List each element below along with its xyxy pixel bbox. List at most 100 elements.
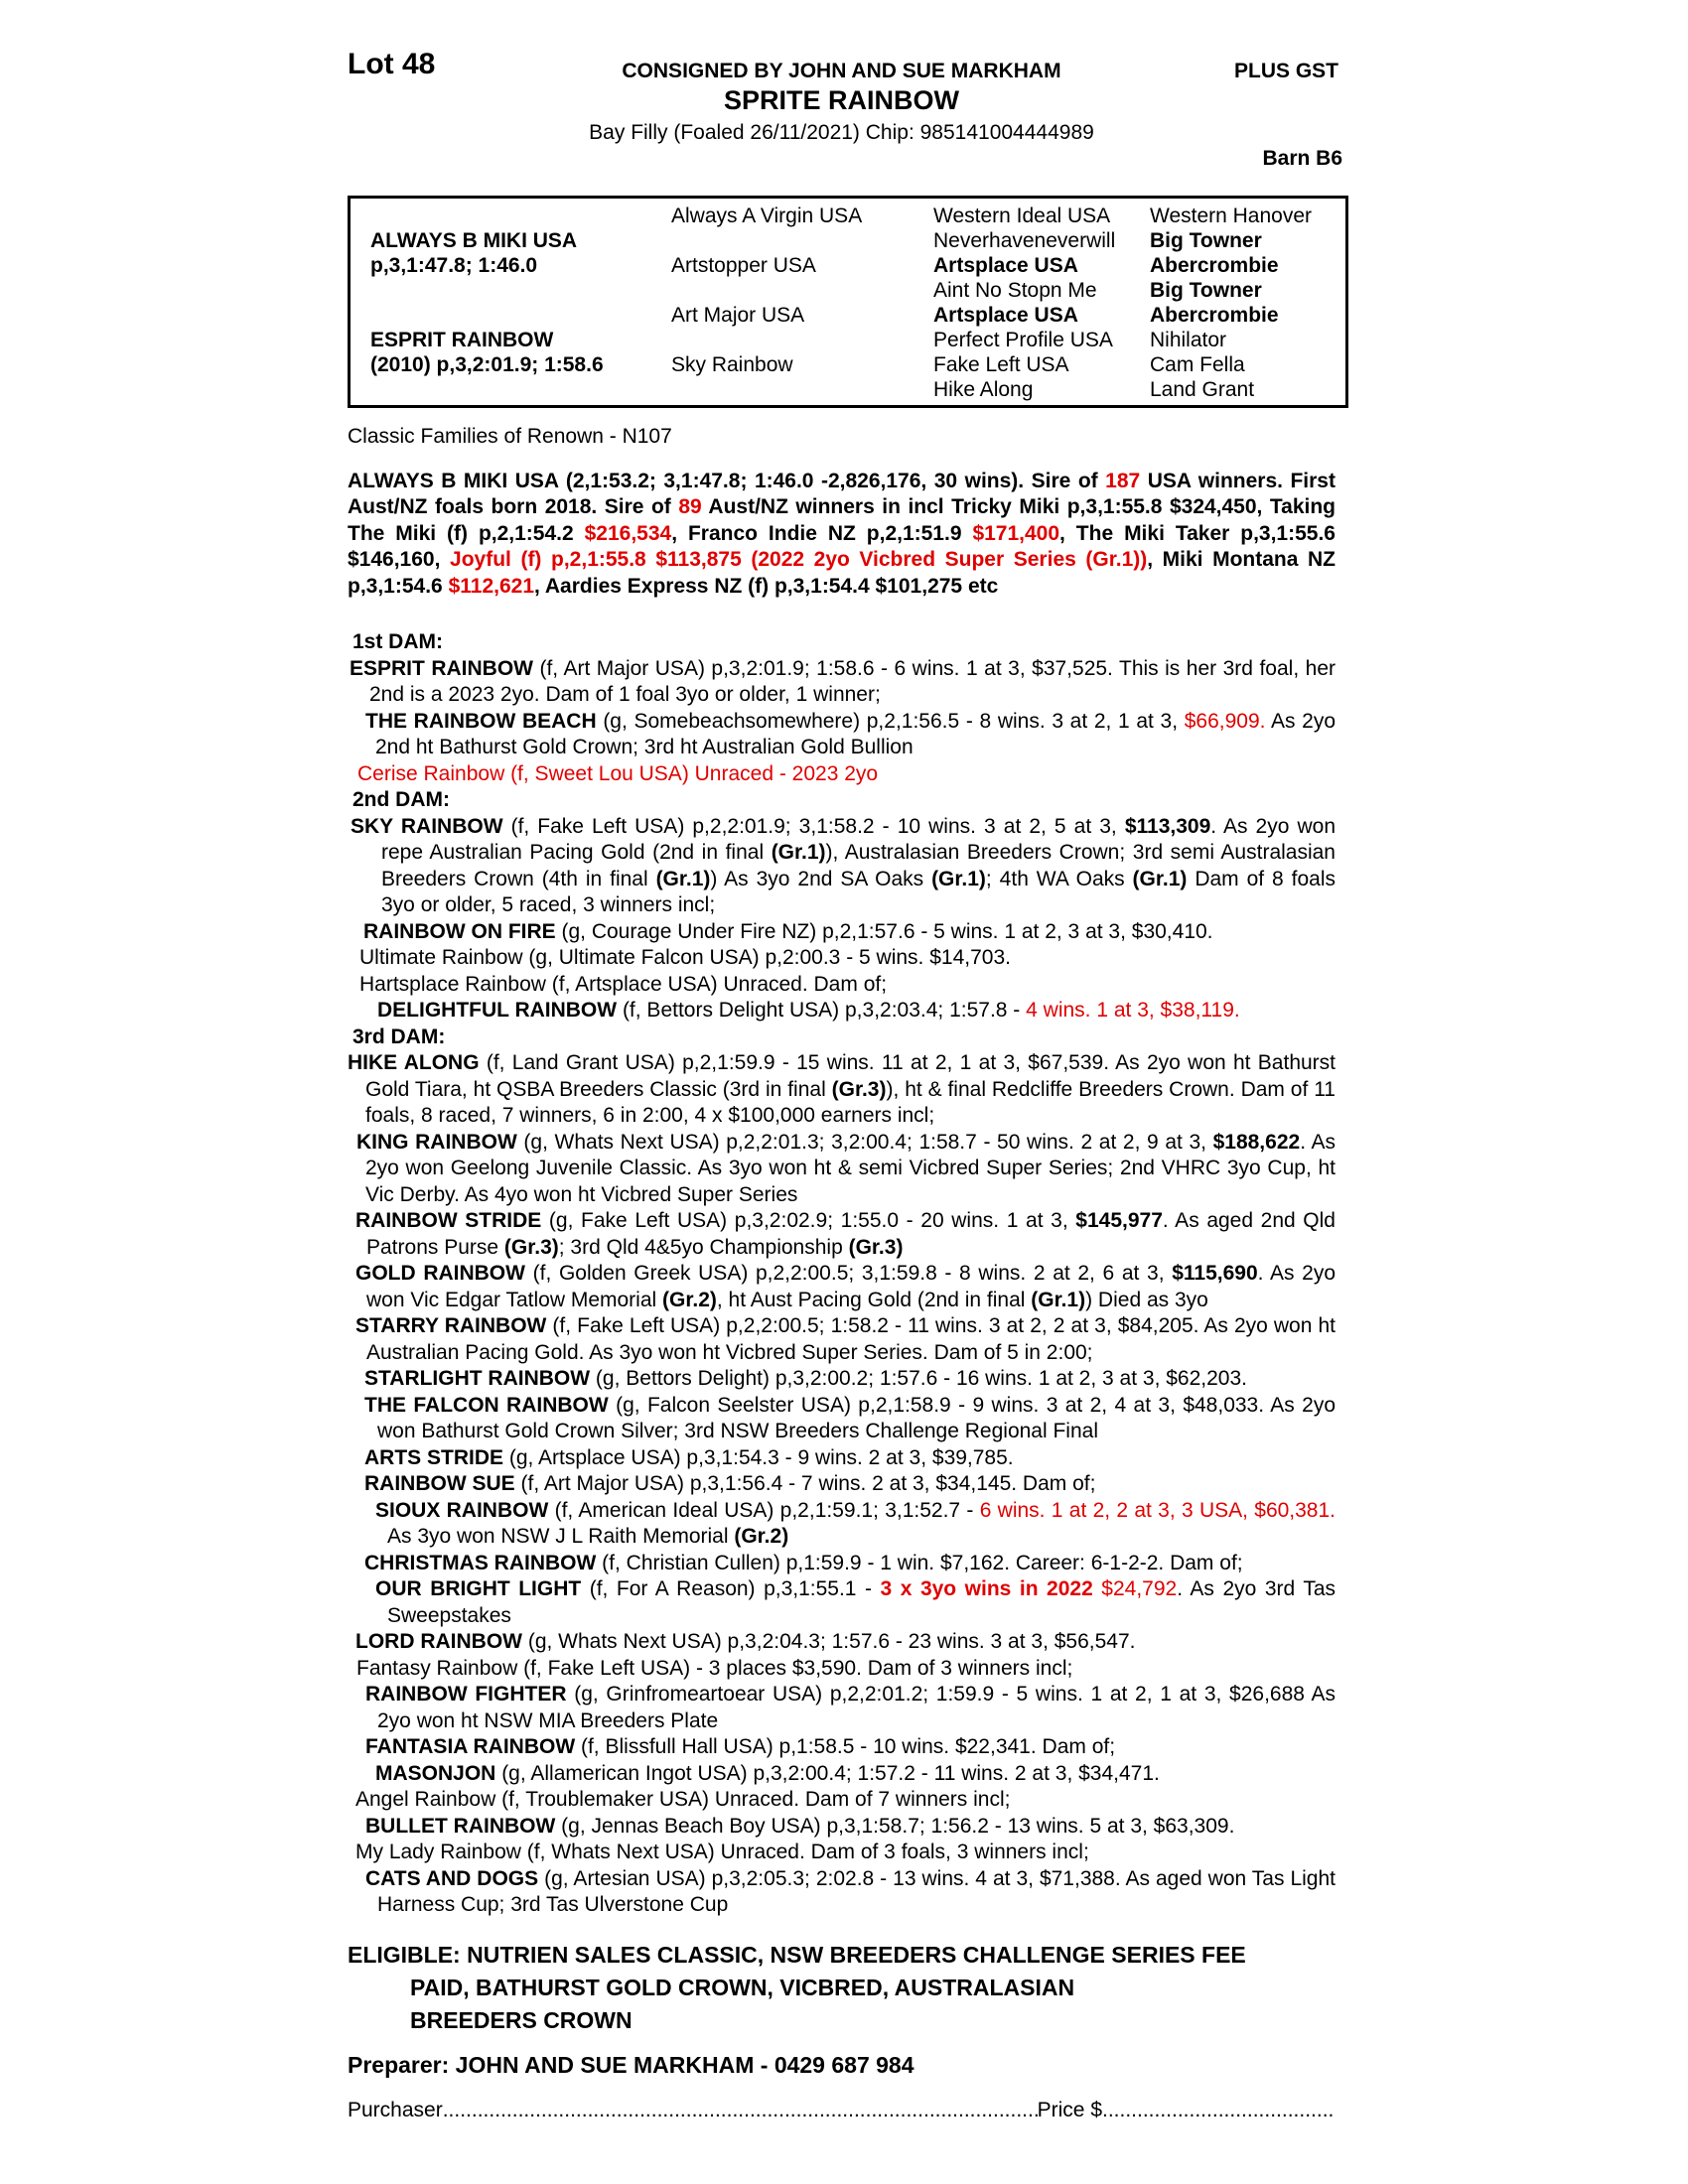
pedigree-cell: Artsplace USA <box>933 254 1078 277</box>
text-segment: OUR BRIGHT LIGHT <box>375 1577 590 1600</box>
pedigree-cell: ESPRIT RAINBOW <box>370 329 554 351</box>
text-segment: 4 wins. 1 at 3, $38,119. <box>1026 999 1240 1022</box>
pedigree-line: SKY RAINBOW (f, Fake Left USA) p,2,2:01.… <box>348 814 1336 919</box>
text-segment: THE FALCON RAINBOW <box>364 1393 617 1417</box>
text-segment: Ultimate Rainbow (g, Ultimate Falcon USA… <box>359 946 1011 969</box>
pedigree-line: LORD RAINBOW (g, Whats Next USA) p,3,2:0… <box>348 1629 1336 1656</box>
text-segment: CHRISTMAS RAINBOW <box>364 1551 603 1574</box>
pedigree-cell: Artstopper USA <box>671 254 816 277</box>
pedigree-cell <box>671 278 933 303</box>
text-segment: FANTASIA RAINBOW <box>365 1735 581 1758</box>
eligible-line: PAID, BATHURST GOLD CROWN, VICBRED, AUST… <box>410 1974 1075 2000</box>
text-segment: LORD RAINBOW <box>355 1630 528 1653</box>
text-segment: , Miki Montana NZ p,3,1:54.6 <box>348 548 1336 598</box>
text-segment: $145,977 <box>1075 1209 1163 1232</box>
text-segment: BULLET RAINBOW <box>365 1814 562 1838</box>
text-segment: GOLD RAINBOW <box>355 1262 533 1285</box>
text-segment: 89 <box>678 495 702 518</box>
pedigree-cell <box>671 377 933 402</box>
text-segment: (g, Whats Next USA) p,3,2:04.3; 1:57.6 -… <box>527 1630 1136 1653</box>
pedigree-line: STARRY RAINBOW (f, Fake Left USA) p,2,2:… <box>348 1313 1336 1366</box>
text-segment: ; 3rd Qld 4&5yo Championship <box>558 1235 849 1259</box>
text-segment: ) Died as 3yo <box>1085 1288 1208 1311</box>
text-segment: 3 x 3yo wins in 2022 <box>880 1577 1093 1600</box>
pedigree-cell: Cam Fella <box>1150 353 1245 376</box>
barn-label: Barn B6 <box>1262 147 1342 170</box>
pedigree-cell: Sky Rainbow <box>671 353 793 376</box>
price-blank-line: ........................................… <box>1102 2098 1336 2121</box>
pedigree-line: FANTASIA RAINBOW (f, Blissfull Hall USA)… <box>348 1734 1336 1761</box>
text-segment: . As 2yo won repe Australian Pacing Gold… <box>381 814 1336 865</box>
pedigree-line: My Lady Rainbow (f, Whats Next USA) Unra… <box>348 1840 1336 1866</box>
text-segment: , ht Aust Pacing Gold (2nd in final <box>716 1288 1032 1311</box>
text-segment: (Gr.3) <box>848 1235 904 1259</box>
pedigree-cell: Perfect Profile USA <box>933 329 1113 351</box>
text-segment: SKY RAINBOW <box>351 814 511 838</box>
pedigree-cell: Artsplace USA <box>933 304 1078 327</box>
pedigree-line: RAINBOW SUE (f, Art Major USA) p,3,1:56.… <box>348 1471 1336 1498</box>
text-segment: (f, Art Major USA) p,3,1:56.4 - 7 wins. … <box>520 1472 1096 1495</box>
page-body: Always A Virgin USA Western Ideal USA West… <box>348 196 1348 2124</box>
text-segment: Fantasy Rainbow (f, Fake Left USA) - 3 p… <box>356 1656 1073 1680</box>
text-segment: (Gr.1) <box>655 867 711 890</box>
pedigree-cell <box>370 204 671 228</box>
text-segment: (Gr.1) <box>931 867 986 890</box>
text-segment: (f, Blissfull Hall USA) p,1:58.5 - 10 wi… <box>580 1735 1116 1758</box>
dam-heading: 1st DAM: <box>352 630 444 653</box>
eligible-line: BREEDERS CROWN <box>410 2006 633 2033</box>
text-segment: . As aged 2nd Qld Patrons Purse <box>366 1209 1336 1259</box>
text-segment: 6 wins. 1 at 2, 2 at 3, 3 USA, $60,381. <box>979 1498 1336 1522</box>
text-segment: (g, Allamerican Ingot USA) p,3,2:00.4; 1… <box>501 1761 1160 1785</box>
pedigree-line: STARLIGHT RAINBOW (g, Bettors Delight) p… <box>348 1366 1336 1393</box>
pedigree-line: BULLET RAINBOW (g, Jennas Beach Boy USA)… <box>348 1814 1336 1841</box>
pedigree-cell <box>370 377 671 402</box>
pedigree-cell <box>370 278 671 303</box>
text-segment: RAINBOW STRIDE <box>355 1209 549 1232</box>
text-segment: ) As 3yo 2nd SA Oaks <box>710 867 932 890</box>
text-segment: . As 2yo 3rd Tas Sweepstakes <box>387 1577 1336 1627</box>
text-segment: CATS AND DOGS <box>365 1866 545 1890</box>
text-segment: STARLIGHT RAINBOW <box>364 1367 596 1390</box>
text-segment: (Gr.1) <box>771 841 826 864</box>
text-segment: STARRY RAINBOW <box>355 1314 553 1337</box>
text-segment: Hartsplace Rainbow (f, Artsplace USA) Un… <box>359 972 888 996</box>
text-segment: USA winners. First Aust/NZ foals born 20… <box>348 469 1336 519</box>
pedigree-cell: Abercrombie <box>1150 254 1279 277</box>
pedigree-cell: Western Hanover <box>1150 205 1313 227</box>
pedigree-line: OUR BRIGHT LIGHT (f, For A Reason) p,3,1… <box>348 1576 1336 1629</box>
text-segment: (f, For A Reason) p,3,1:55.1 - <box>589 1577 881 1600</box>
pedigree-line: DELIGHTFUL RAINBOW (f, Bettors Delight U… <box>348 998 1336 1024</box>
pedigree-cell: Always A Virgin USA <box>671 205 863 227</box>
price-label: Price $ <box>1037 2098 1102 2121</box>
eligible-line: NUTRIEN SALES CLASSIC, NSW BREEDERS CHAL… <box>467 1941 1246 1968</box>
pedigree-line: CHRISTMAS RAINBOW (f, Christian Cullen) … <box>348 1551 1336 1577</box>
text-segment: (Gr.1) <box>1132 867 1188 890</box>
text-segment: . As 2yo won Geelong Juvenile Classic. A… <box>365 1130 1336 1206</box>
text-segment: (g, Somebeachsomewhere) p,2,1:56.5 - 8 w… <box>603 709 1185 733</box>
pedigree-line: Angel Rainbow (f, Troublemaker USA) Unra… <box>348 1787 1336 1814</box>
text-segment: (Gr.1) <box>1031 1288 1086 1311</box>
dam-sections: 1st DAM: ESPRIT RAINBOW (f, Art Major USA… <box>348 629 1336 1919</box>
text-segment: (g, Whats Next USA) p,2,2:01.3; 3,2:00.4… <box>523 1130 1213 1154</box>
pedigree-line: RAINBOW FIGHTER (g, Grinfromeartoear USA… <box>348 1682 1336 1734</box>
text-segment: (g, Fake Left USA) p,3,2:02.9; 1:55.0 - … <box>548 1209 1076 1232</box>
text-segment: As 3yo won NSW J L Raith Memorial <box>387 1525 735 1548</box>
text-segment: (Gr.3) <box>503 1235 559 1259</box>
text-segment: (g, Jennas Beach Boy USA) p,3,1:58.7; 1:… <box>561 1814 1235 1838</box>
text-segment: $188,622 <box>1212 1130 1301 1154</box>
pedigree-line: Cerise Rainbow (f, Sweet Lou USA) Unrace… <box>348 761 1336 788</box>
text-segment: (f, Art Major USA) p,3,2:01.9; 1:58.6 - … <box>369 656 1336 707</box>
pedigree-cell: Nihilator <box>1150 329 1227 351</box>
pedigree-line: RAINBOW STRIDE (g, Fake Left USA) p,3,2:… <box>348 1208 1336 1261</box>
text-segment: $171,400 <box>972 521 1060 545</box>
text-segment: KING RAINBOW <box>356 1130 524 1154</box>
text-segment: (f, Golden Greek USA) p,2,2:00.5; 3,1:59… <box>532 1262 1173 1285</box>
pedigree-cell: Land Grant <box>1150 378 1255 401</box>
pedigree-line: CATS AND DOGS (g, Artesian USA) p,3,2:05… <box>348 1866 1336 1919</box>
text-segment: ALWAYS B MIKI USA (2,1:53.2; 3,1:47.8; 1… <box>348 469 1106 492</box>
purchaser-price-row: Purchaser...............................… <box>348 2098 1336 2124</box>
text-segment: (g, Courage Under Fire NZ) p,2,1:57.6 - … <box>561 919 1213 943</box>
text-segment: SIOUX RAINBOW <box>375 1498 555 1522</box>
text-segment: (Gr.3) <box>831 1077 887 1101</box>
